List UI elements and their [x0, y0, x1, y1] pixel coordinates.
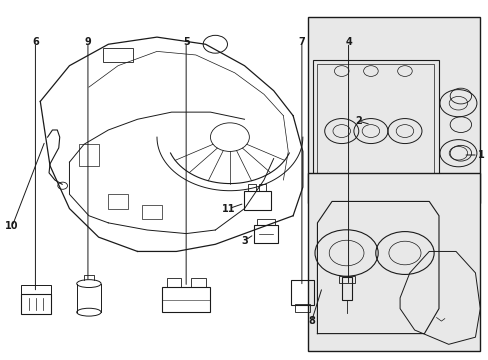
Bar — [244, 191, 271, 210]
Text: 11: 11 — [222, 203, 235, 213]
Bar — [317, 64, 433, 185]
Bar — [341, 277, 352, 300]
Bar — [21, 294, 51, 314]
Bar — [108, 194, 127, 208]
Bar — [312, 60, 438, 189]
Bar — [162, 287, 210, 312]
Bar — [307, 18, 479, 203]
Bar — [259, 184, 266, 191]
Bar — [21, 285, 51, 294]
Bar — [294, 304, 309, 312]
Bar — [79, 144, 99, 166]
Bar — [166, 278, 181, 287]
Text: 1: 1 — [477, 150, 484, 160]
Text: 6: 6 — [32, 37, 39, 48]
Bar — [290, 280, 313, 305]
Text: 2: 2 — [355, 116, 362, 126]
Bar — [248, 184, 255, 191]
Bar — [142, 205, 162, 219]
Text: 3: 3 — [241, 236, 247, 246]
Bar — [338, 276, 355, 283]
Text: 9: 9 — [84, 37, 91, 48]
Text: 7: 7 — [298, 37, 305, 48]
Text: 4: 4 — [345, 37, 351, 48]
Text: 5: 5 — [183, 37, 189, 48]
Text: 10: 10 — [5, 221, 19, 231]
Bar — [256, 219, 275, 225]
Bar — [254, 225, 277, 243]
Text: 8: 8 — [307, 316, 314, 326]
Bar — [307, 173, 479, 351]
Bar — [191, 278, 205, 287]
Bar — [103, 48, 132, 62]
